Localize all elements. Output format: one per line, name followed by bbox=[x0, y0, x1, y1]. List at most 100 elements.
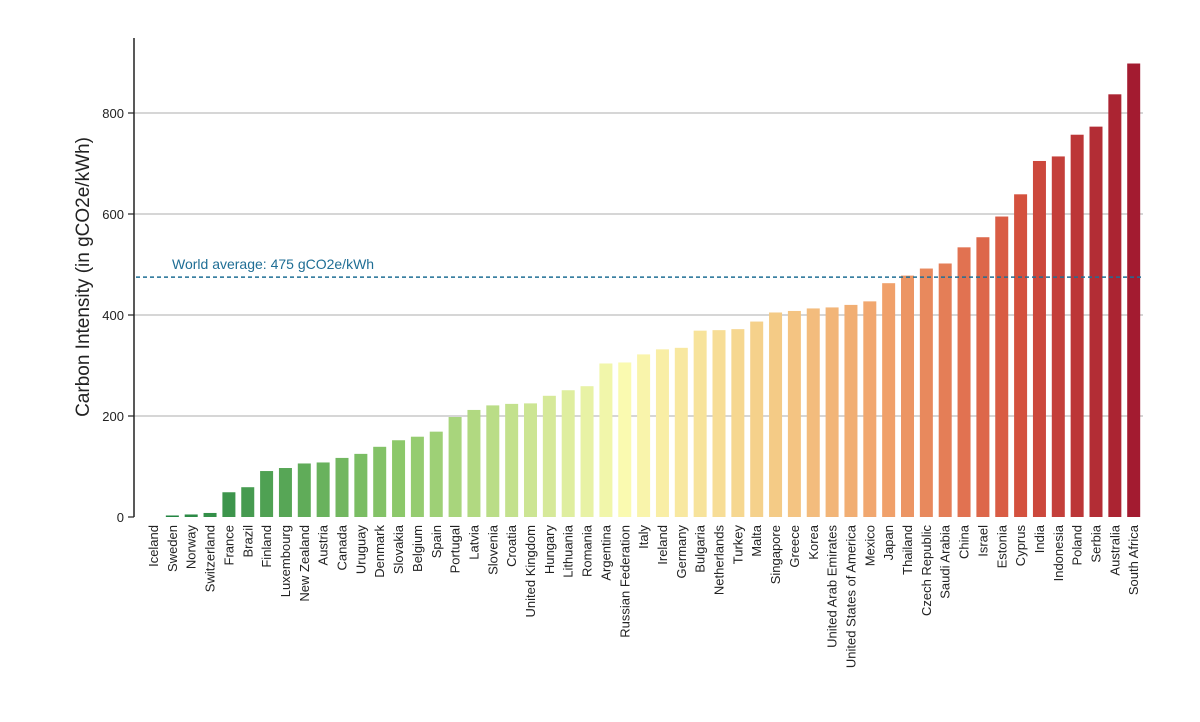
y-axis-ticks: 0 200 400 600 800 bbox=[102, 106, 134, 525]
bar-poland bbox=[1070, 134, 1084, 517]
bar-singapore bbox=[769, 312, 783, 517]
x-tick-label: Luxembourg bbox=[278, 525, 293, 597]
bar-spain bbox=[429, 431, 443, 517]
bar-belgium bbox=[410, 436, 424, 517]
bar-mexico bbox=[863, 301, 877, 517]
bar-estonia bbox=[995, 216, 1009, 517]
bar-south-africa bbox=[1127, 63, 1141, 517]
bar-italy bbox=[637, 354, 651, 517]
x-tick-label: Finland bbox=[259, 525, 274, 568]
y-tick-label: 800 bbox=[102, 106, 124, 121]
bar-malta bbox=[750, 321, 764, 517]
x-tick-label: Iceland bbox=[146, 525, 161, 567]
bar-australia bbox=[1108, 94, 1122, 517]
x-tick-label: China bbox=[957, 524, 972, 559]
x-tick-label: Uruguay bbox=[353, 525, 368, 575]
x-tick-label: France bbox=[221, 525, 236, 565]
x-tick-label: Croatia bbox=[504, 524, 519, 567]
x-tick-label: Denmark bbox=[372, 525, 387, 578]
bar-luxembourg bbox=[278, 468, 292, 517]
x-tick-label: Estonia bbox=[994, 524, 1009, 568]
bar-brazil bbox=[241, 487, 255, 517]
bar-portugal bbox=[448, 417, 462, 517]
y-tick-label: 600 bbox=[102, 207, 124, 222]
x-tick-label: Australia bbox=[1107, 524, 1122, 575]
bar-korea bbox=[806, 308, 820, 517]
x-tick-label: Turkey bbox=[730, 525, 745, 565]
y-tick-label: 0 bbox=[117, 510, 124, 525]
x-tick-label: United States of America bbox=[843, 524, 858, 668]
bar-turkey bbox=[731, 329, 745, 517]
x-tick-label: United Kingdom bbox=[523, 525, 538, 618]
bar-united-states-of-america bbox=[844, 304, 858, 517]
bar-lithuania bbox=[561, 390, 575, 517]
x-tick-label: Brazil bbox=[240, 525, 255, 558]
x-tick-label: Singapore bbox=[768, 525, 783, 584]
bar-hungary bbox=[542, 395, 556, 517]
x-tick-label: Lithuania bbox=[561, 524, 576, 578]
x-tick-label: Japan bbox=[881, 525, 896, 560]
bar-uruguay bbox=[354, 453, 368, 517]
x-tick-label: Saudi Arabia bbox=[938, 524, 953, 598]
x-tick-label: Belgium bbox=[410, 525, 425, 572]
x-tick-label: Argentina bbox=[598, 524, 613, 580]
bar-saudi-arabia bbox=[938, 263, 952, 517]
bar-indonesia bbox=[1051, 156, 1065, 517]
bar-netherlands bbox=[712, 330, 726, 517]
x-tick-label: Indonesia bbox=[1051, 524, 1066, 581]
x-tick-label: Serbia bbox=[1089, 524, 1104, 562]
bar-sweden bbox=[165, 515, 179, 517]
bar-cyprus bbox=[1014, 194, 1028, 517]
x-tick-label: Bulgaria bbox=[693, 524, 708, 572]
bar-thailand bbox=[901, 275, 914, 517]
x-tick-label: Mexico bbox=[862, 525, 877, 566]
reference-line-label: World average: 475 gCO2e/kWh bbox=[172, 256, 374, 272]
bar-latvia bbox=[467, 409, 481, 517]
x-tick-label: Czech Republic bbox=[919, 525, 934, 617]
x-tick-label: Cyprus bbox=[1013, 525, 1028, 567]
bar-switzerland bbox=[203, 512, 217, 517]
x-tick-label: South Africa bbox=[1126, 524, 1141, 595]
x-tick-label: Ireland bbox=[655, 525, 670, 565]
bar-denmark bbox=[373, 446, 387, 517]
bar-russian-federation bbox=[618, 362, 632, 517]
y-tick-label: 200 bbox=[102, 409, 124, 424]
bar-croatia bbox=[505, 403, 519, 517]
x-tick-label: Israel bbox=[975, 525, 990, 557]
x-axis-labels: Iceland Sweden Norway Switzerland France Braz… bbox=[146, 524, 1141, 668]
x-tick-label: Poland bbox=[1070, 525, 1085, 565]
x-tick-label: Spain bbox=[429, 525, 444, 558]
bar-slovakia bbox=[392, 440, 406, 517]
bar-romania bbox=[580, 386, 594, 517]
y-tick-label: 400 bbox=[102, 308, 124, 323]
x-tick-label: Malta bbox=[749, 524, 764, 557]
x-tick-label: Italy bbox=[636, 525, 651, 549]
bar-austria bbox=[316, 462, 330, 517]
bar-israel bbox=[976, 237, 990, 518]
x-tick-label: Slovakia bbox=[391, 524, 406, 574]
bar-czech-republic bbox=[919, 268, 933, 517]
bar-germany bbox=[674, 347, 688, 517]
x-tick-label: Netherlands bbox=[712, 525, 727, 596]
bar-india bbox=[1032, 160, 1046, 517]
x-tick-label: Slovenia bbox=[485, 524, 500, 575]
bars bbox=[165, 63, 1141, 518]
bar-slovenia bbox=[486, 405, 500, 517]
x-tick-label: Hungary bbox=[542, 525, 557, 575]
bar-united-arab-emirates bbox=[825, 307, 839, 517]
x-tick-label: Romania bbox=[580, 524, 595, 577]
x-tick-label: Switzerland bbox=[203, 525, 218, 592]
x-tick-label: Thailand bbox=[900, 525, 915, 575]
bar-france bbox=[222, 492, 236, 517]
x-tick-label: Latvia bbox=[466, 524, 481, 559]
bar-japan bbox=[882, 283, 896, 517]
bar-argentina bbox=[599, 363, 613, 517]
bar-serbia bbox=[1089, 126, 1103, 517]
x-tick-label: Sweden bbox=[165, 525, 180, 572]
x-tick-label: Norway bbox=[184, 525, 199, 570]
world-average-line: World average: 475 gCO2e/kWh bbox=[136, 256, 1143, 278]
bar-china bbox=[957, 247, 971, 517]
bar-greece bbox=[787, 310, 801, 517]
bar-norway bbox=[184, 514, 198, 517]
